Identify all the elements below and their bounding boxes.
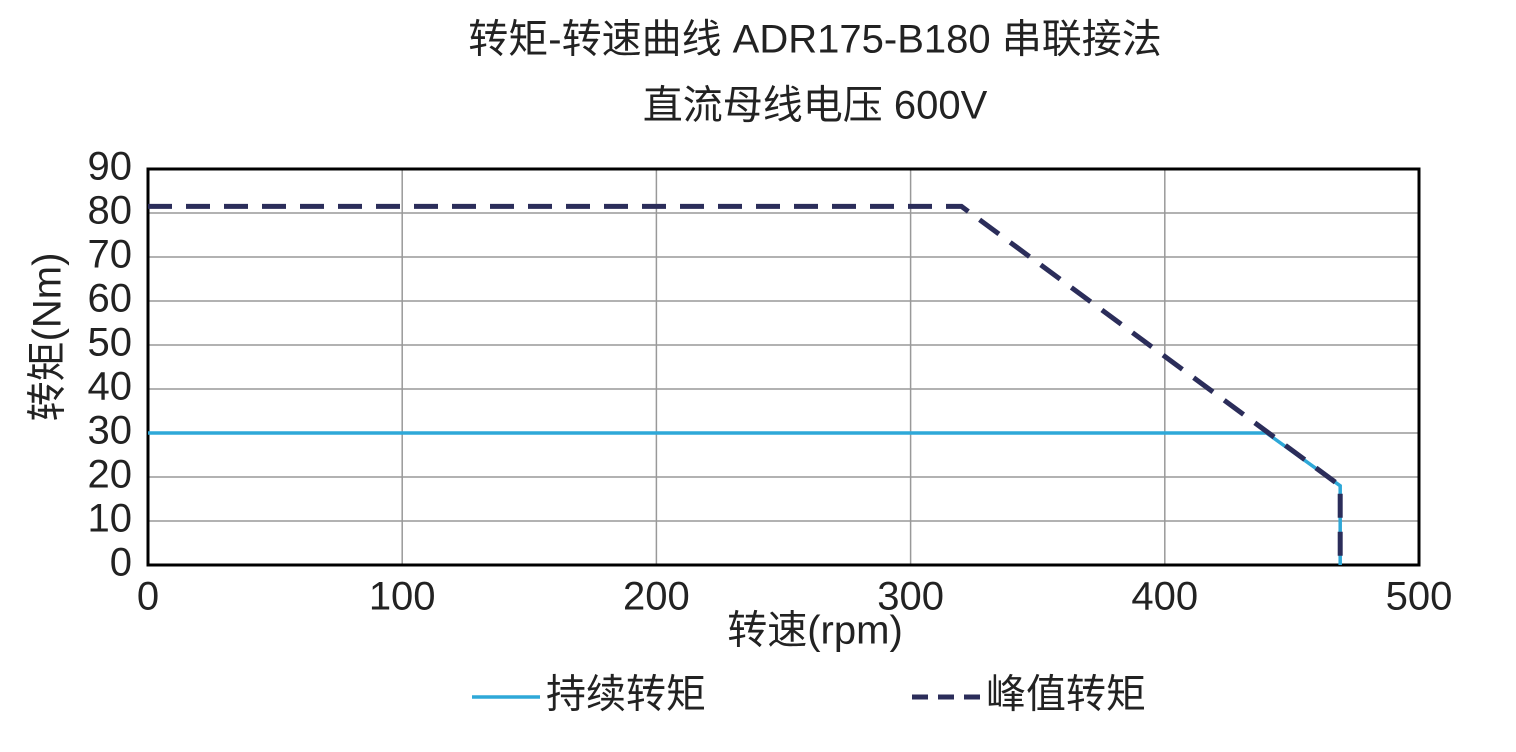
y-tick-label: 10 xyxy=(88,497,133,541)
y-tick-label: 90 xyxy=(88,145,133,189)
y-tick-label: 20 xyxy=(88,453,133,497)
plot-frame xyxy=(146,167,1421,567)
x-tick-label: 100 xyxy=(369,575,436,619)
x-tick-label: 200 xyxy=(623,575,690,619)
legend-label: 峰值转矩 xyxy=(986,673,1146,717)
chart-subtitle: 直流母线电压 600V xyxy=(643,84,988,128)
x-tick-label: 400 xyxy=(1131,575,1198,619)
y-axis-label: 转矩(Nm) xyxy=(26,253,70,422)
x-tick-label: 300 xyxy=(877,575,944,619)
legend-label: 持续转矩 xyxy=(546,673,706,717)
y-tick-label: 70 xyxy=(88,233,133,277)
x-tick-label: 0 xyxy=(137,575,159,619)
chart-title: 转矩-转速曲线 ADR175-B180 串联接法 xyxy=(468,18,1161,62)
y-tick-label: 80 xyxy=(88,189,133,233)
series-line xyxy=(148,203,1343,565)
y-tick-label: 50 xyxy=(88,321,133,365)
y-tick-label: 60 xyxy=(88,277,133,321)
series-line xyxy=(148,431,1342,565)
y-tick-label: 0 xyxy=(110,541,132,585)
x-axis-label: 转速(rpm) xyxy=(727,609,903,653)
y-tick-label: 40 xyxy=(88,365,133,409)
x-tick-label: 500 xyxy=(1386,575,1453,619)
y-tick-label: 30 xyxy=(88,409,133,453)
